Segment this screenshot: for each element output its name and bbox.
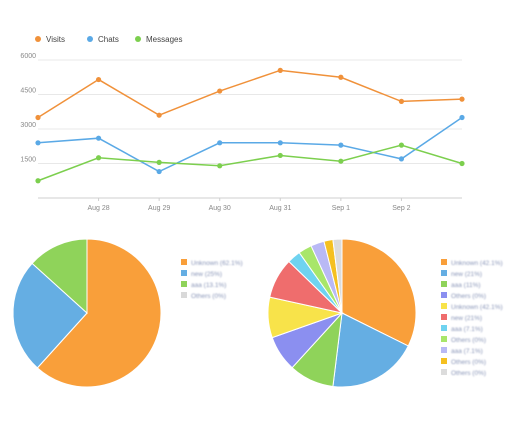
legend-swatch [181,281,187,287]
line-chart-legend: Visits Chats Messages [35,35,182,44]
data-point-visits[interactable] [217,88,223,94]
y-tick-label: 3000 [20,122,36,129]
data-point-visits[interactable] [459,96,465,102]
pie-slice[interactable] [36,238,162,388]
legend-entry-label: Others (0%) [451,359,486,366]
legend-entry-label: Others (0%) [451,337,486,344]
data-point-messages[interactable] [217,163,223,169]
x-tick-label: Sep 1 [332,205,350,212]
legend-entry-label: Others (0%) [191,293,226,300]
x-tick-label: Aug 31 [269,205,291,212]
x-tick-label: Aug 28 [87,205,109,212]
legend-dot-visits [35,36,41,42]
data-point-visits[interactable] [398,98,405,104]
legend-entry-label: Others (0%) [451,293,486,300]
legend-label-chats: Chats [98,35,119,44]
y-tick-label: 6000 [20,53,36,60]
data-point-messages[interactable] [95,155,102,161]
legend-swatch [441,347,447,353]
data-point-messages[interactable] [35,178,41,184]
legend-swatch [441,325,447,331]
data-point-visits[interactable] [95,76,102,83]
legend-swatch [441,336,447,342]
legend-entry-label: Others (0%) [451,370,486,377]
data-point-visits[interactable] [277,67,283,73]
pie-slice[interactable] [332,238,343,314]
legend-label-messages: Messages [146,35,182,44]
data-point-visits[interactable] [156,112,162,118]
data-point-chats[interactable] [156,168,162,175]
data-point-chats[interactable] [398,156,405,162]
pie-legend-small: Unknown (62.1%) new (25%) aaa (13.1%) Other… [181,259,243,300]
line-chart: 1500 3000 4500 6000 Aug 28 Aug 29 Aug 30 Aug 31… [20,53,465,212]
data-point-chats[interactable] [217,140,223,146]
legend-entry-label: aaa (11%) [451,282,481,289]
legend-entry-label: new (21%) [451,271,482,278]
data-point-chats[interactable] [338,142,344,148]
legend-entry-label: new (25%) [191,271,222,278]
series-line-visits [37,69,463,119]
data-point-messages[interactable] [398,142,405,148]
legend-entry-label: new (21%) [451,315,482,322]
legend-swatch [441,358,447,364]
pie-legend-large: Unknown (42.1%) new (21%) aaa (11%) Others … [441,259,503,377]
data-point-messages[interactable] [277,152,283,159]
legend-swatch [441,292,447,298]
pie-slice[interactable] [341,238,417,347]
legend-entry-label: Unknown (42.1%) [451,260,503,267]
data-point-chats[interactable] [95,135,102,141]
x-tick-label: Aug 29 [148,205,170,212]
legend-swatch [181,259,187,265]
legend-dot-chats [87,36,93,42]
x-tick-label: Aug 30 [209,205,231,212]
legend-swatch [441,281,447,287]
y-tick-label: 1500 [20,157,36,164]
data-point-chats[interactable] [277,140,283,146]
pie-chart-large [267,238,417,388]
legend-entry-label: Unknown (62.1%) [191,260,243,267]
series-line-chats [37,116,463,173]
legend-swatch [181,270,187,276]
series-line-messages [37,144,463,182]
legend-swatch [441,303,447,309]
data-point-visits[interactable] [35,114,41,121]
legend-label-visits: Visits [46,35,65,44]
data-point-messages[interactable] [459,160,465,167]
data-point-visits[interactable] [338,74,344,80]
y-tick-label: 4500 [20,88,36,95]
pie-chart-small [12,238,162,388]
data-point-chats[interactable] [459,114,465,121]
legend-swatch [181,292,187,298]
legend-entry-label: aaa (13.1%) [191,282,226,289]
legend-swatch [441,259,447,265]
x-tick-label: Sep 2 [392,205,410,212]
legend-entry-label: aaa (7.1%) [451,348,483,355]
legend-entry-label: aaa (7.1%) [451,326,483,333]
legend-entry-label: Unknown (42.1%) [451,304,503,311]
legend-swatch [441,270,447,276]
pie-slice[interactable] [332,312,409,388]
legend-dot-messages [135,36,141,42]
pie-slice[interactable] [31,238,88,315]
data-point-messages[interactable] [156,159,162,165]
pie-slice[interactable] [12,262,88,369]
data-point-messages[interactable] [338,158,344,164]
data-point-chats[interactable] [35,140,41,146]
legend-swatch [441,369,447,375]
legend-swatch [441,314,447,320]
